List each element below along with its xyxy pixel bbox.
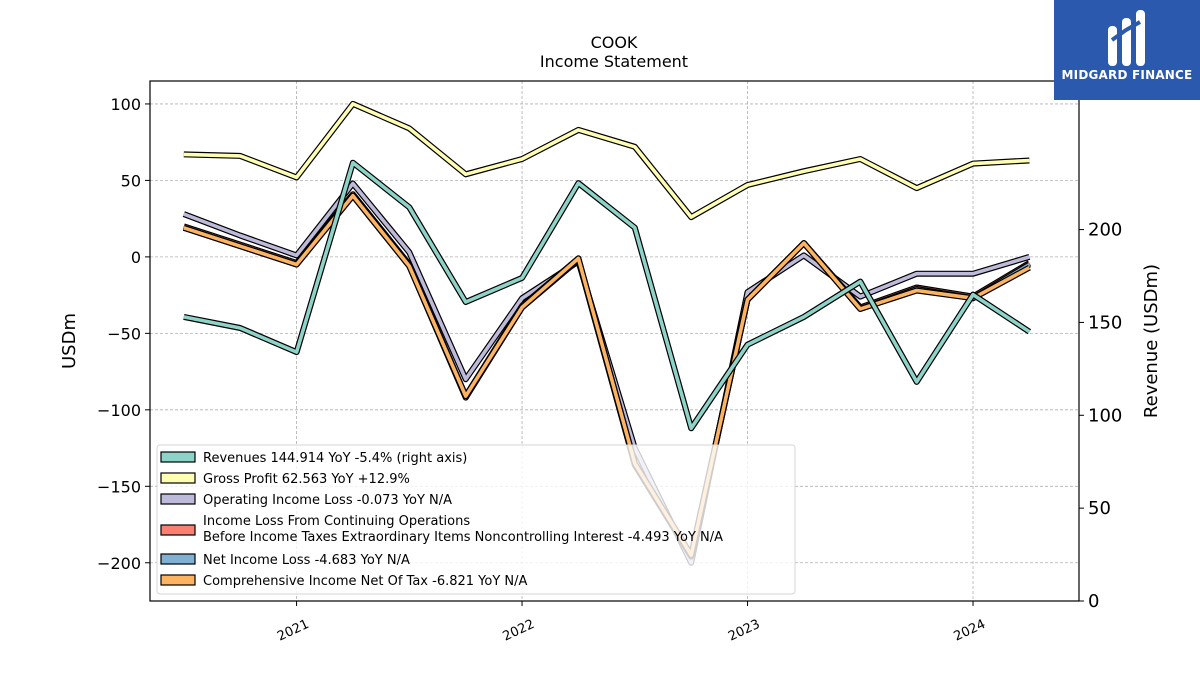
y-tick-label: 100 bbox=[110, 95, 141, 114]
y-tick-label: 0 bbox=[131, 248, 141, 267]
brand-name: MIDGARD FINANCE bbox=[1054, 68, 1200, 82]
y-tick-label: −50 bbox=[107, 324, 141, 343]
y-tick-label: −200 bbox=[97, 554, 141, 573]
legend-swatch bbox=[161, 452, 195, 462]
right-axis-ticks: 200 150 100 50 0 bbox=[1079, 220, 1122, 612]
y-right-tick-label: 150 bbox=[1088, 312, 1122, 333]
legend-swatch bbox=[161, 473, 195, 483]
legend-label: Comprehensive Income Net Of Tax -6.821 Y… bbox=[203, 574, 528, 589]
series-line-stroke bbox=[184, 104, 1030, 217]
legend-label: Revenues 144.914 YoY -5.4% (right axis) bbox=[203, 451, 467, 466]
x-tick-label: 2024 bbox=[952, 617, 988, 645]
chart-subtitle: Income Statement bbox=[540, 52, 688, 71]
series-line bbox=[184, 104, 1030, 217]
x-axis-ticks: 2021 2022 2023 2024 bbox=[275, 601, 988, 644]
y-right-tick-label: 0 bbox=[1088, 591, 1099, 612]
x-tick-label: 2022 bbox=[501, 617, 537, 645]
legend: Revenues 144.914 YoY -5.4% (right axis) G… bbox=[157, 445, 795, 594]
legend-swatch bbox=[161, 494, 195, 504]
y-tick-label: −100 bbox=[97, 401, 141, 420]
legend-label: Net Income Loss -4.683 YoY N/A bbox=[203, 553, 410, 568]
y-right-tick-label: 200 bbox=[1088, 220, 1122, 241]
x-tick-label: 2021 bbox=[275, 617, 311, 645]
income-statement-chart: 100500−50−100−150−200 200150100500 2021 2… bbox=[0, 0, 1200, 675]
legend-label: Operating Income Loss -0.073 YoY N/A bbox=[203, 493, 452, 508]
legend-swatch bbox=[161, 525, 195, 535]
y-right-tick-label: 50 bbox=[1088, 498, 1111, 519]
y-tick-label: 50 bbox=[121, 171, 141, 190]
legend-swatch bbox=[161, 575, 195, 585]
legend-swatch bbox=[161, 554, 195, 564]
x-tick-label: 2023 bbox=[726, 617, 762, 645]
y-axis-label-right: Revenue (USDm) bbox=[1141, 264, 1162, 418]
left-axis-ticks: 100 50 0 −50 −100 −150 −200 bbox=[97, 95, 150, 573]
chart-title: COOK bbox=[591, 33, 638, 52]
brand-logo: MIDGARD FINANCE bbox=[1054, 0, 1200, 100]
midgard-logo-icon bbox=[1104, 10, 1150, 66]
legend-label: Gross Profit 62.563 YoY +12.9% bbox=[203, 472, 410, 487]
y-right-tick-label: 100 bbox=[1088, 405, 1122, 426]
y-axis-label-left: USDm bbox=[59, 313, 80, 369]
y-tick-label: −150 bbox=[97, 477, 141, 496]
